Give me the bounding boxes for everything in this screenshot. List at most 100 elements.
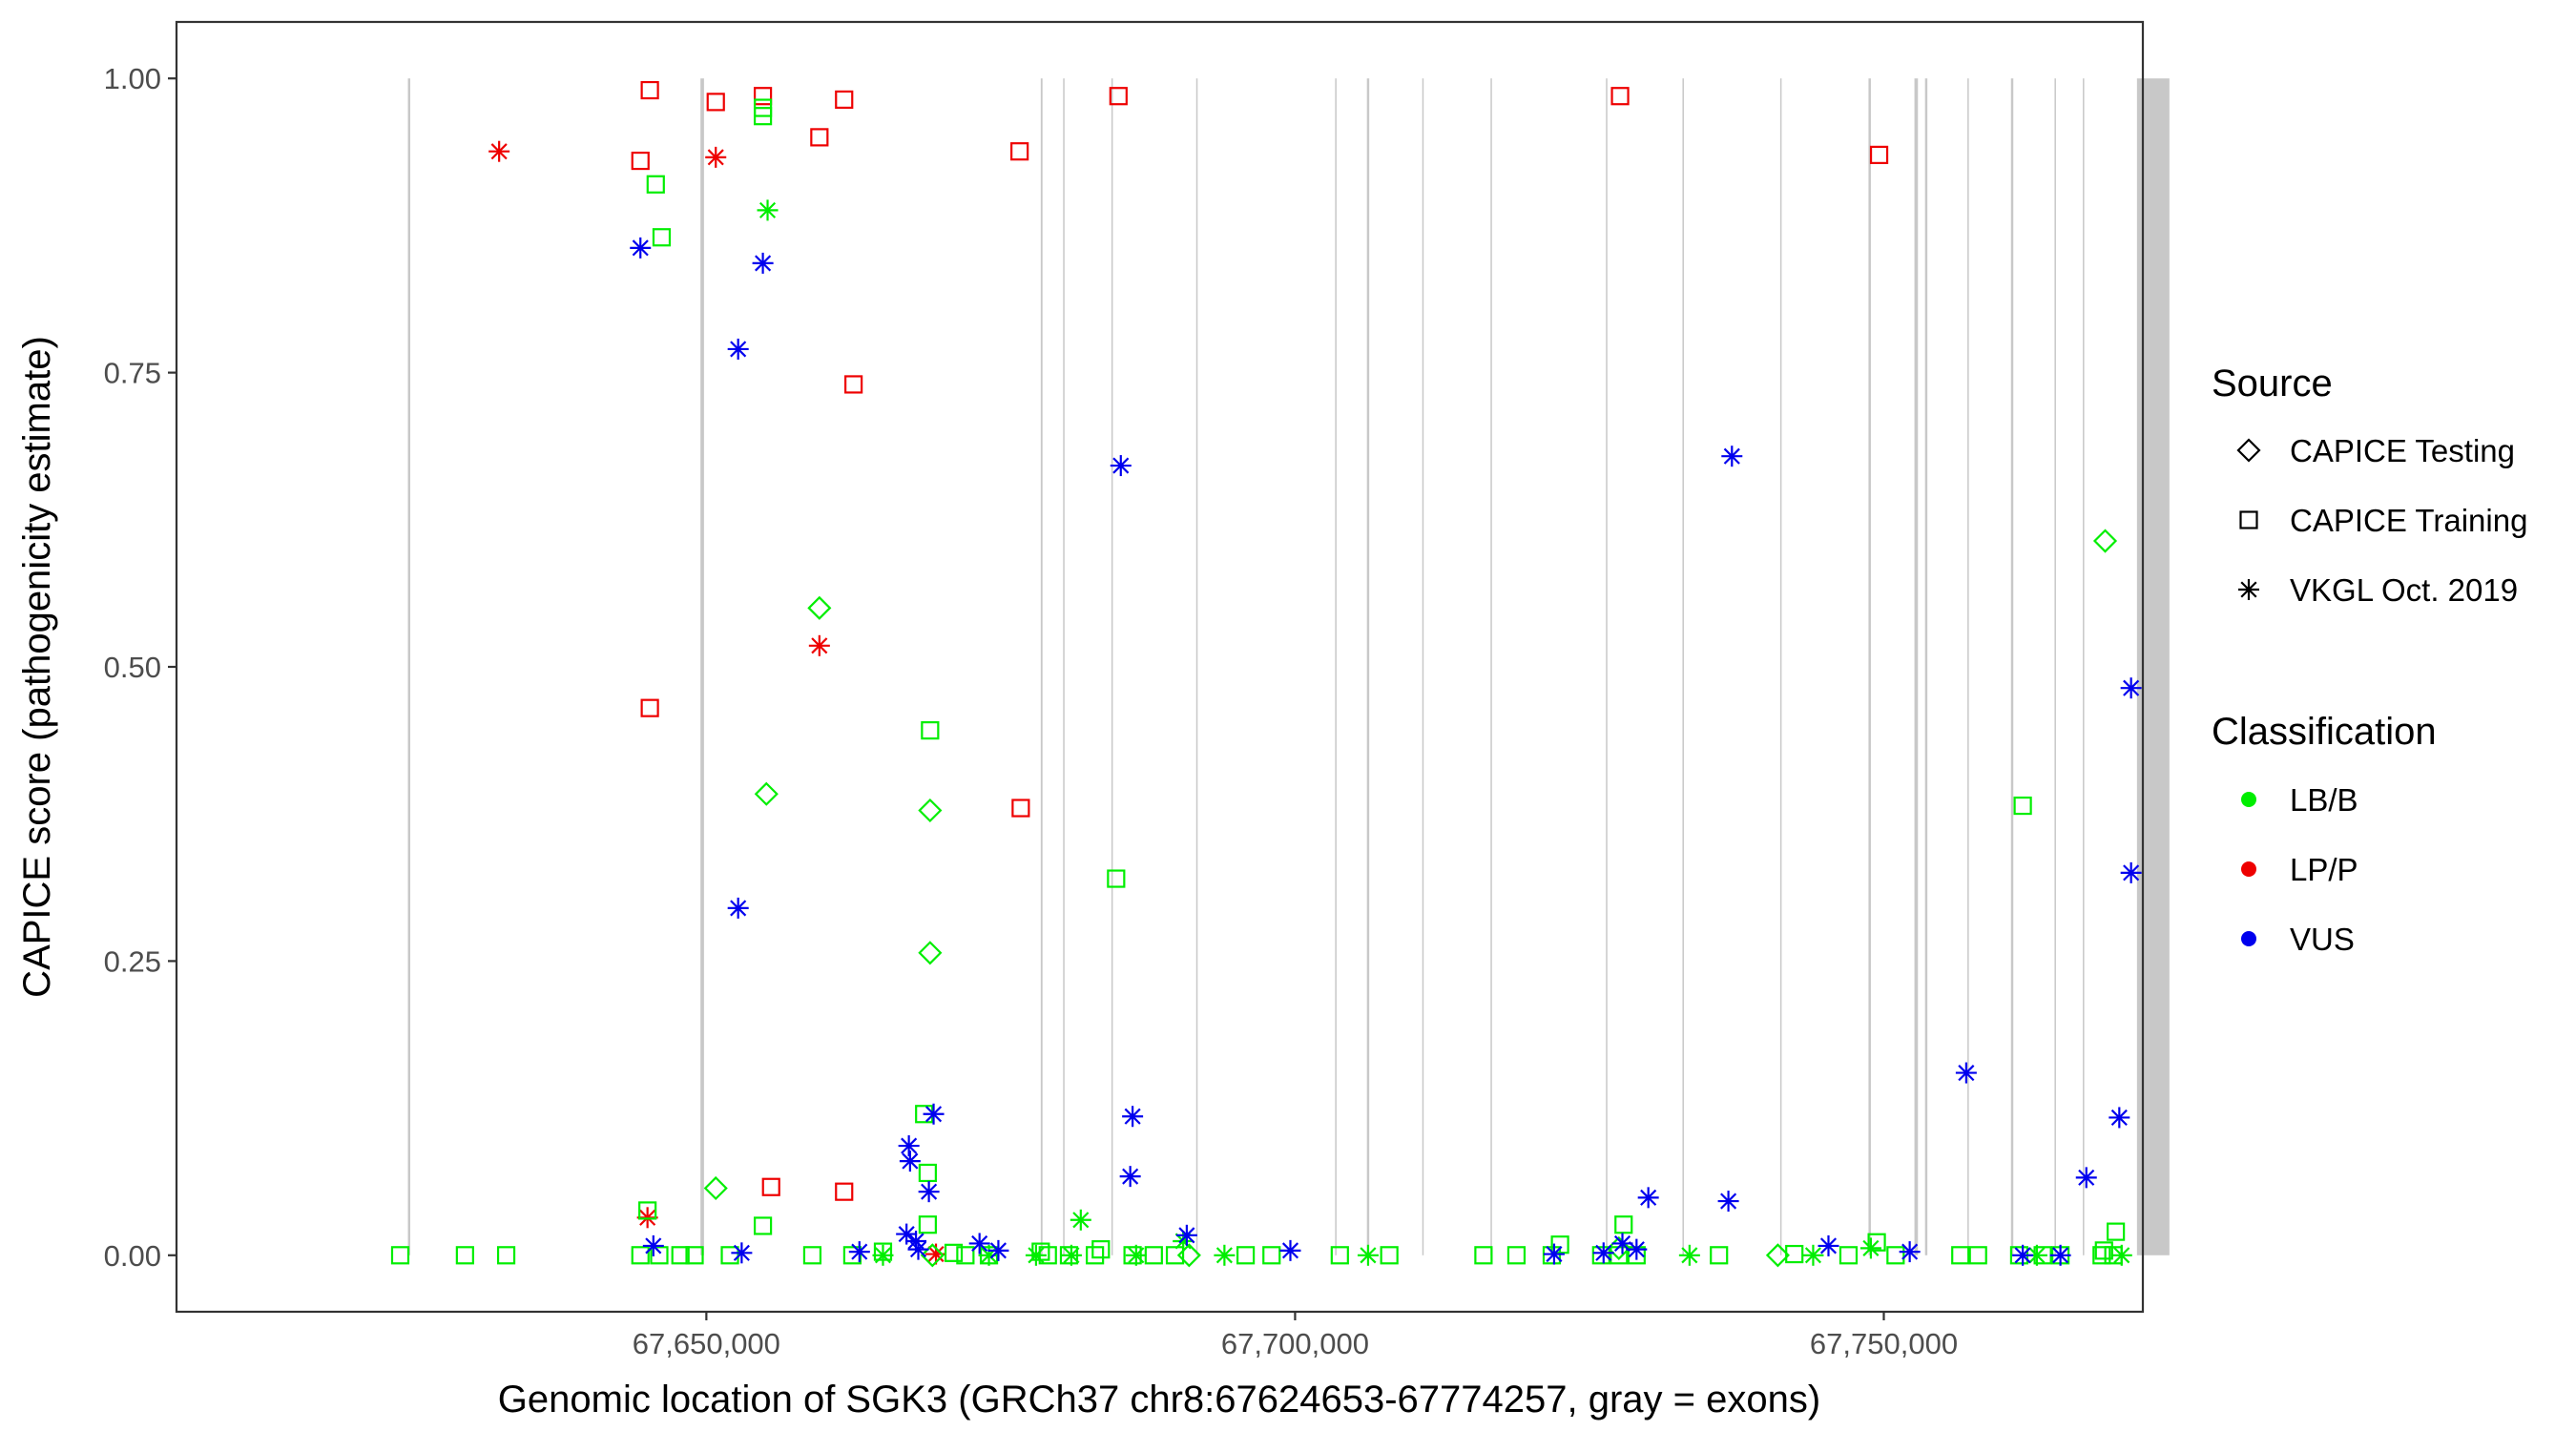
data-point xyxy=(918,1215,937,1234)
data-point xyxy=(757,199,779,221)
data-point xyxy=(1721,446,1743,467)
data-point xyxy=(1236,1246,1256,1265)
exon-band xyxy=(1914,78,1919,1255)
data-point xyxy=(844,375,863,394)
data-point xyxy=(2110,1244,2132,1266)
exon-band xyxy=(1606,78,1608,1255)
data-point xyxy=(956,1246,975,1265)
data-point xyxy=(944,1243,964,1262)
legend-source-label: CAPICE Training xyxy=(2290,503,2527,538)
data-point xyxy=(2012,1244,2034,1266)
legend-source-title: Source xyxy=(2212,363,2333,404)
legend-classification-entries: LB/B LP/P VUS xyxy=(2241,782,2358,957)
data-point xyxy=(753,107,773,126)
data-point xyxy=(1173,1230,1195,1252)
legend-source-label: CAPICE Testing xyxy=(2290,433,2515,468)
x-tick-label: 67,700,000 xyxy=(1221,1327,1369,1360)
y-axis: 0.00 0.25 0.50 0.75 1.00 xyxy=(104,62,177,1273)
data-point xyxy=(918,941,943,965)
legend-key xyxy=(2239,510,2258,529)
data-point xyxy=(1165,1246,1185,1265)
data-point xyxy=(1543,1243,1565,1265)
exon-bands xyxy=(407,78,2170,1255)
data-point xyxy=(496,1246,516,1265)
y-tick-label: 1.00 xyxy=(104,62,161,95)
data-point xyxy=(754,781,779,806)
data-point xyxy=(1591,1246,1610,1265)
legend-classification-item: LP/P xyxy=(2241,852,2358,887)
exon-band xyxy=(1490,78,1492,1255)
exon-band xyxy=(1335,78,1337,1255)
data-point xyxy=(1886,1246,1905,1265)
exon-band xyxy=(1779,78,1782,1255)
exon-band xyxy=(1682,78,1684,1255)
data-point xyxy=(1614,1215,1633,1234)
data-point xyxy=(1542,1246,1562,1265)
data-point xyxy=(1474,1246,1493,1265)
data-point xyxy=(1802,1244,1824,1266)
data-point xyxy=(987,1239,1009,1261)
x-axis: 67,650,000 67,700,000 67,750,000 xyxy=(633,1312,1958,1360)
data-point xyxy=(1330,1246,1349,1265)
legend-key xyxy=(2241,861,2256,877)
data-point xyxy=(1592,1242,1614,1264)
data-point xyxy=(921,721,940,740)
data-point xyxy=(2094,1241,2113,1260)
data-point xyxy=(1717,1191,1739,1213)
data-point xyxy=(753,1216,773,1235)
data-point xyxy=(1380,1246,1399,1265)
y-tick-label: 0.25 xyxy=(104,944,161,978)
data-point xyxy=(630,237,652,259)
data-point xyxy=(1175,1224,1197,1246)
legend-classification-title: Classification xyxy=(2212,711,2437,753)
data-point xyxy=(705,146,727,168)
data-point xyxy=(753,87,773,106)
exon-band xyxy=(1063,78,1065,1255)
data-point xyxy=(1107,869,1126,888)
legend-source-label: VKGL Oct. 2019 xyxy=(2290,572,2518,608)
data-point xyxy=(918,1181,940,1203)
data-point xyxy=(918,798,943,823)
legend-classification-item: LB/B xyxy=(2241,782,2358,818)
data-point xyxy=(923,1103,945,1125)
data-point xyxy=(1506,1246,1527,1265)
data-point xyxy=(640,698,659,717)
data-point xyxy=(1262,1246,1281,1265)
x-tick-label: 67,650,000 xyxy=(633,1327,780,1360)
data-point xyxy=(1899,1241,1921,1263)
data-point xyxy=(455,1246,474,1265)
data-point xyxy=(899,1151,921,1172)
data-point xyxy=(810,128,829,147)
data-point xyxy=(1122,1106,1144,1128)
exon-band xyxy=(1195,78,1198,1255)
data-point xyxy=(650,1246,669,1265)
legend-classification-label: VUS xyxy=(2290,922,2355,957)
exon-band xyxy=(1040,78,1043,1255)
data-point xyxy=(808,634,830,656)
data-point xyxy=(1859,1237,1881,1259)
legend-key xyxy=(2241,792,2256,807)
y-tick-label: 0.75 xyxy=(104,357,161,390)
data-point xyxy=(1070,1209,1091,1231)
data-point xyxy=(835,90,854,110)
data-point xyxy=(2107,1222,2126,1241)
data-point xyxy=(1678,1244,1700,1266)
data-point xyxy=(2049,1244,2071,1266)
data-point xyxy=(1214,1244,1236,1266)
legend-classification-label: LB/B xyxy=(2290,782,2358,818)
data-point xyxy=(1765,1243,1790,1268)
exon-band xyxy=(700,78,704,1255)
exon-band xyxy=(2083,78,2085,1255)
data-point xyxy=(761,1177,780,1196)
y-axis-title: CAPICE score (pathogenicity estimate) xyxy=(16,336,58,998)
y-tick-label: 0.00 xyxy=(104,1239,161,1273)
data-point xyxy=(731,1242,753,1264)
data-point xyxy=(2120,861,2142,883)
data-point xyxy=(1176,1243,1201,1268)
data-point xyxy=(2120,677,2142,699)
data-point xyxy=(642,1234,664,1256)
legend: Source CAPICE Testing CAPICE Training VKGL… xyxy=(2212,363,2527,957)
data-point xyxy=(1086,1246,1105,1265)
data-point xyxy=(1119,1166,1141,1188)
